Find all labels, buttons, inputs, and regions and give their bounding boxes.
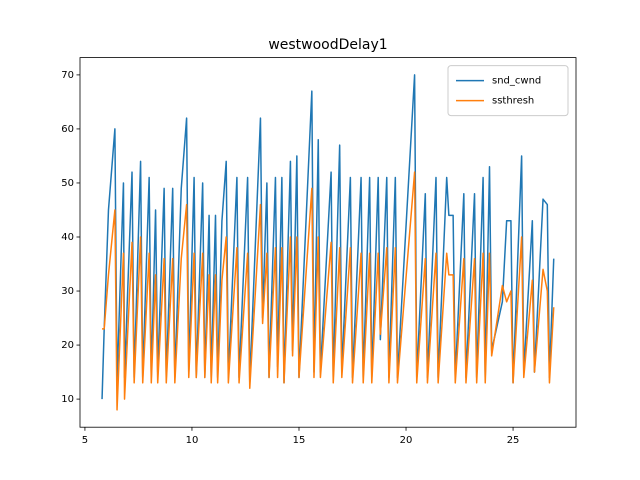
chart-title: westwoodDelay1: [268, 37, 387, 53]
legend-label: snd_cwnd: [492, 76, 541, 87]
y-tick-label: 70: [61, 70, 74, 81]
x-tick-label: 25: [507, 435, 520, 446]
y-tick-label: 60: [61, 124, 74, 135]
y-tick-label: 50: [61, 178, 74, 189]
legend-box: [447, 65, 569, 117]
y-tick-label: 20: [61, 340, 74, 351]
y-tick-label: 30: [61, 286, 74, 297]
y-tick-label: 40: [61, 232, 74, 243]
x-tick-label: 20: [400, 435, 413, 446]
y-tick-label: 10: [61, 394, 74, 405]
series-line: [102, 171, 555, 411]
x-tick-label: 5: [82, 435, 88, 446]
x-tick-label: 15: [293, 435, 306, 446]
plot-frame: [79, 57, 577, 428]
legend-label: ssthresh: [492, 96, 534, 107]
x-tick-label: 10: [186, 435, 199, 446]
